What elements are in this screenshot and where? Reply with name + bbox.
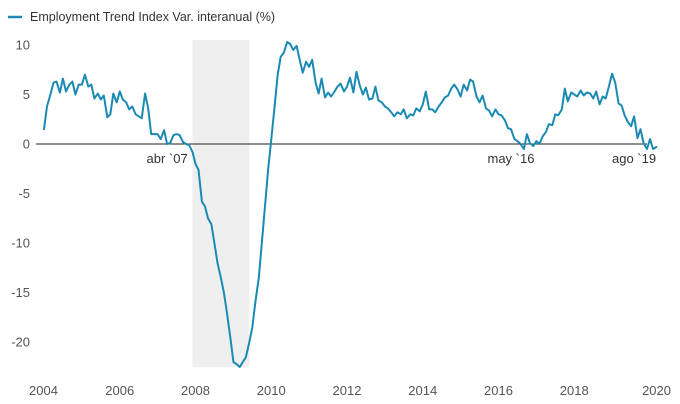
x-tick-label: 2018 xyxy=(560,383,589,398)
legend-label: Employment Trend Index Var. interanual (… xyxy=(30,10,275,24)
y-tick-label: -10 xyxy=(11,236,30,251)
annotation-label: may `16 xyxy=(488,151,535,166)
annotation-label: ago `19 xyxy=(612,151,656,166)
y-tick-label: -20 xyxy=(11,335,30,350)
y-tick-label: 10 xyxy=(16,37,30,52)
x-tick-label: 2014 xyxy=(408,383,437,398)
y-axis-ticks: 10 5 0 -5 -10 -15 -20 xyxy=(11,37,30,349)
x-tick-label: 2004 xyxy=(29,383,58,398)
x-tick-label: 2008 xyxy=(181,383,210,398)
y-tick-label: -5 xyxy=(18,186,30,201)
legend: Employment Trend Index Var. interanual (… xyxy=(8,10,275,24)
x-tick-label: 2012 xyxy=(333,383,362,398)
y-tick-label: 5 xyxy=(23,87,30,102)
shaded-region xyxy=(192,40,250,367)
recession-shading xyxy=(192,40,250,367)
series-layer xyxy=(43,41,658,368)
x-tick-label: 2020 xyxy=(642,383,671,398)
x-tick-label: 2010 xyxy=(257,383,286,398)
y-tick-label: -15 xyxy=(11,285,30,300)
annotations: abr `07 may `16 ago `19 xyxy=(146,151,656,166)
annotation-label: abr `07 xyxy=(146,151,187,166)
x-axis-ticks: 2004 2006 2008 2010 2012 2014 2016 2018 2020 xyxy=(29,383,671,398)
y-tick-label: 0 xyxy=(23,137,30,152)
series-line xyxy=(43,41,658,368)
x-tick-label: 2006 xyxy=(105,383,134,398)
x-tick-label: 2016 xyxy=(484,383,513,398)
